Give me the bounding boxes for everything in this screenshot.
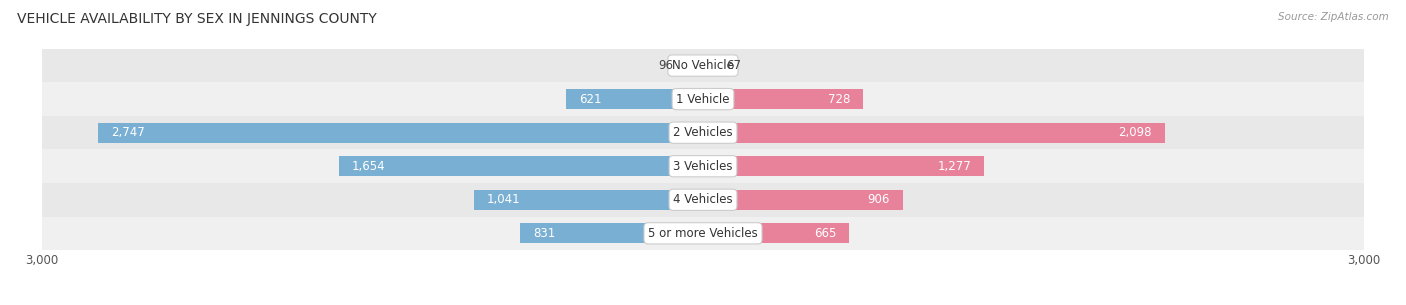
- Text: 2,747: 2,747: [111, 126, 145, 139]
- Bar: [42, 116, 1364, 149]
- Bar: [474, 190, 703, 210]
- Bar: [42, 49, 1364, 82]
- Bar: [42, 149, 1364, 183]
- Bar: [42, 82, 1364, 116]
- Bar: [682, 56, 703, 76]
- Text: 2 Vehicles: 2 Vehicles: [673, 126, 733, 139]
- Text: 1 Vehicle: 1 Vehicle: [676, 93, 730, 106]
- Bar: [703, 89, 863, 109]
- Bar: [567, 89, 703, 109]
- Text: 1,654: 1,654: [352, 160, 385, 173]
- Bar: [703, 56, 717, 76]
- Bar: [703, 123, 1166, 143]
- Text: 67: 67: [727, 59, 741, 72]
- Bar: [520, 223, 703, 243]
- Text: 1,041: 1,041: [486, 193, 520, 206]
- Text: VEHICLE AVAILABILITY BY SEX IN JENNINGS COUNTY: VEHICLE AVAILABILITY BY SEX IN JENNINGS …: [17, 12, 377, 26]
- Bar: [703, 223, 849, 243]
- Bar: [703, 156, 984, 176]
- Text: Source: ZipAtlas.com: Source: ZipAtlas.com: [1278, 12, 1389, 22]
- Bar: [42, 217, 1364, 250]
- Text: 621: 621: [579, 93, 602, 106]
- Text: 2,098: 2,098: [1118, 126, 1152, 139]
- Text: 728: 728: [828, 93, 851, 106]
- Text: 96: 96: [658, 59, 673, 72]
- Text: No Vehicle: No Vehicle: [672, 59, 734, 72]
- Bar: [98, 123, 703, 143]
- Bar: [42, 183, 1364, 217]
- Text: 906: 906: [868, 193, 890, 206]
- Text: 4 Vehicles: 4 Vehicles: [673, 193, 733, 206]
- Text: 5 or more Vehicles: 5 or more Vehicles: [648, 227, 758, 240]
- Bar: [339, 156, 703, 176]
- Text: 665: 665: [814, 227, 837, 240]
- Text: 1,277: 1,277: [938, 160, 972, 173]
- Text: 3 Vehicles: 3 Vehicles: [673, 160, 733, 173]
- Text: 831: 831: [533, 227, 555, 240]
- Bar: [703, 190, 903, 210]
